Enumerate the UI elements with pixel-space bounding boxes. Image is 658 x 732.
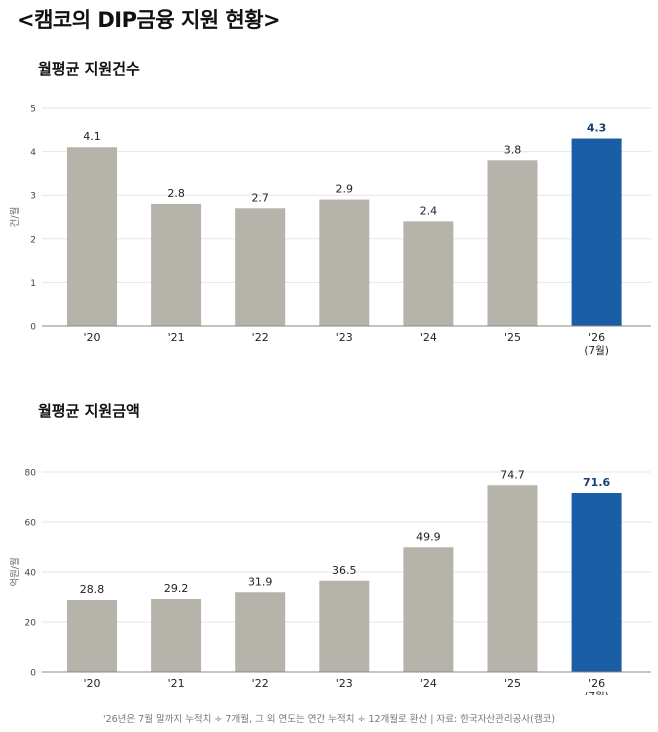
bar [235,208,286,326]
y-axis-label: 건/월 [9,207,21,228]
data-label: 2.4 [420,204,438,217]
data-label: 2.9 [336,183,354,196]
bar [487,485,538,672]
x-tick-label: '24 [420,331,437,344]
bar [571,493,622,672]
x-tick-label: '21 [168,331,185,344]
x-tick-label: '26 [588,677,605,690]
y-tick-label: 2 [30,235,36,245]
x-tick-label: '22 [252,331,269,344]
chart-title-count: 월평균 지원건수 [38,60,140,78]
x-tick-label: '20 [83,677,100,690]
data-label: 29.2 [164,582,189,595]
data-label: 74.7 [500,468,525,481]
x-tick-label: '21 [168,677,185,690]
data-label: 28.8 [80,583,105,596]
y-tick-label: 1 [30,279,36,289]
y-tick-label: 60 [25,519,37,529]
data-label: 4.1 [83,130,101,143]
x-tick-label: '22 [252,677,269,690]
x-tick-label: '24 [420,677,437,690]
bar [571,138,622,326]
data-label: 3.8 [504,143,522,156]
x-tick-label: '25 [504,677,521,690]
bar [151,203,202,326]
bar [235,592,286,672]
bar [487,160,538,326]
bar [403,547,454,672]
x-tick-label: '23 [336,677,353,690]
chart-title-amount: 월평균 지원금액 [38,402,140,420]
x-tick-sublabel: (7월) [584,345,609,357]
x-tick-label: '23 [336,331,353,344]
bar [319,199,370,326]
data-label: 71.6 [583,476,610,489]
amount-bar-chart: 0 20 40 60 80 억원/월 28.8 '20 29.2 '21 31.9 '22 36.5 '2… [9,468,651,695]
page-title: <캠코의 DIP금융 지원 현황> [17,8,281,32]
y-tick-label: 0 [30,669,36,679]
x-tick-sublabel: (7월) [584,691,609,695]
y-tick-label: 80 [25,469,37,479]
bar [67,600,117,672]
data-label: 2.8 [167,187,185,200]
y-tick-label: 40 [25,569,37,579]
data-label: 2.7 [251,191,269,204]
y-tick-label: 20 [25,619,37,629]
data-label: 31.9 [248,575,273,588]
footnote: '26년은 7월 말까지 누적치 ÷ 7개월, 그 외 연도는 연간 누적치 ÷… [102,714,556,725]
x-tick-label: '25 [504,331,521,344]
x-tick-label: '26 [588,331,605,344]
y-tick-label: 4 [30,148,36,158]
y-tick-label: 3 [30,192,36,202]
bar [319,580,370,672]
y-tick-label: 5 [30,105,36,115]
y-axis-label: 억원/월 [9,557,21,586]
bar [67,147,117,326]
data-label: 49.9 [416,530,441,543]
count-bar-chart: 0 1 2 3 4 5 건/월 4.1 '20 2.8 '21 2.7 '22 2.9 '23 2.4 '24 3… [9,105,651,357]
y-tick-label: 0 [30,323,36,333]
x-tick-label: '20 [83,331,100,344]
bar [151,599,202,672]
data-label: 36.5 [332,564,357,577]
bar [403,221,454,326]
data-label: 4.3 [587,122,607,135]
